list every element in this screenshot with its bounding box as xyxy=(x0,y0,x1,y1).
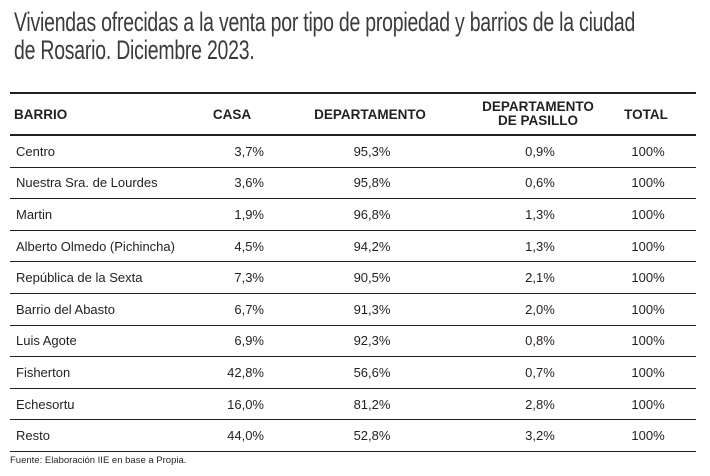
cell-pasillo: 0,6% xyxy=(525,175,555,191)
cell-total: 100% xyxy=(631,364,665,380)
table-row: República de la Sexta 7,3% 90,5% 2,1% 100% xyxy=(10,262,696,294)
cell-departamento: 96,8% xyxy=(353,206,391,222)
cell-pasillo: 3,2% xyxy=(525,428,555,444)
title-line-1: Viviendas ofrecidas a la venta por tipo … xyxy=(14,7,636,37)
cell-departamento: 90,5% xyxy=(353,270,391,286)
cell-pasillo: 1,3% xyxy=(525,206,555,222)
cell-casa: 6,9% xyxy=(234,333,264,349)
cell-pasillo: 2,1% xyxy=(525,270,555,286)
cell-departamento: 95,8% xyxy=(353,175,391,191)
cell-barrio: Alberto Olmedo (Pichincha) xyxy=(16,238,175,254)
header-pasillo-line-1: DEPARTAMENTO xyxy=(482,99,594,114)
data-table: BARRIO CASA DEPARTAMENTO DEPARTAMENTO DE… xyxy=(10,92,696,452)
cell-total: 100% xyxy=(631,238,665,254)
cell-casa: 6,7% xyxy=(234,301,264,317)
cell-casa: 7,3% xyxy=(234,270,264,286)
cell-departamento: 56,6% xyxy=(353,364,391,380)
table-body: Centro 3,7% 95,3% 0,9% 100% Nuestra Sra. de L… xyxy=(10,136,696,452)
table-row: Fisherton 42,8% 56,6% 0,7% 100% xyxy=(10,357,696,389)
cell-barrio: Nuestra Sra. de Lourdes xyxy=(16,175,158,191)
cell-pasillo: 2,0% xyxy=(525,301,555,317)
cell-total: 100% xyxy=(631,333,665,349)
header-departamento-de-pasillo: DEPARTAMENTO DE PASILLO xyxy=(478,100,598,128)
table-row: Martin 1,9% 96,8% 1,3% 100% xyxy=(10,199,696,231)
cell-departamento: 52,8% xyxy=(353,428,391,444)
cell-barrio: Barrio del Abasto xyxy=(16,301,116,317)
cell-casa: 44,0% xyxy=(227,428,264,444)
cell-total: 100% xyxy=(631,396,665,412)
table-title: Viviendas ofrecidas a la venta por tipo … xyxy=(14,8,691,64)
cell-total: 100% xyxy=(631,301,665,317)
table-row: Resto 44,0% 52,8% 3,2% 100% xyxy=(10,420,696,452)
source-note: Fuente: Elaboración IIE en base a Propia… xyxy=(10,455,187,466)
cell-barrio: Fisherton xyxy=(16,364,71,380)
cell-pasillo: 0,8% xyxy=(525,333,555,349)
table-row: Alberto Olmedo (Pichincha) 4,5% 94,2% 1,3% 1… xyxy=(10,231,696,263)
cell-departamento: 95,3% xyxy=(353,143,391,159)
cell-departamento: 92,3% xyxy=(353,333,391,349)
title-line-2: de Rosario. Diciembre 2023. xyxy=(14,35,255,65)
cell-total: 100% xyxy=(631,175,665,191)
cell-barrio: Luis Agote xyxy=(16,333,77,349)
cell-total: 100% xyxy=(631,143,665,159)
cell-barrio: Martin xyxy=(16,206,53,222)
cell-departamento: 94,2% xyxy=(353,238,391,254)
table-row: Echesortu 16,0% 81,2% 2,8% 100% xyxy=(10,389,696,421)
cell-barrio: República de la Sexta xyxy=(16,270,143,286)
cell-casa: 42,8% xyxy=(227,364,264,380)
cell-pasillo: 0,7% xyxy=(525,364,555,380)
header-pasillo-line-2: DE PASILLO xyxy=(497,113,578,128)
cell-pasillo: 0,9% xyxy=(525,143,555,159)
cell-barrio: Resto xyxy=(16,428,50,444)
cell-casa: 3,7% xyxy=(234,143,264,159)
table-row: Luis Agote 6,9% 92,3% 0,8% 100% xyxy=(10,326,696,358)
cell-barrio: Centro xyxy=(16,143,56,159)
table-row: Nuestra Sra. de Lourdes 3,6% 95,8% 0,6% 100% xyxy=(10,168,696,200)
cell-casa: 4,5% xyxy=(234,238,264,254)
cell-barrio: Echesortu xyxy=(16,396,75,412)
cell-departamento: 81,2% xyxy=(353,396,391,412)
cell-total: 100% xyxy=(631,206,665,222)
cell-casa: 3,6% xyxy=(234,175,264,191)
header-total: TOTAL xyxy=(624,106,668,122)
cell-pasillo: 2,8% xyxy=(525,396,555,412)
cell-pasillo: 1,3% xyxy=(525,238,555,254)
cell-casa: 1,9% xyxy=(234,206,264,222)
header-casa: CASA xyxy=(212,106,252,122)
cell-total: 100% xyxy=(631,428,665,444)
table-header-row: BARRIO CASA DEPARTAMENTO DEPARTAMENTO DE… xyxy=(10,94,696,136)
header-barrio: BARRIO xyxy=(14,106,68,122)
table-row: Barrio del Abasto 6,7% 91,3% 2,0% 100% xyxy=(10,294,696,326)
cell-departamento: 91,3% xyxy=(353,301,391,317)
table-row: Centro 3,7% 95,3% 0,9% 100% xyxy=(10,136,696,168)
cell-casa: 16,0% xyxy=(227,396,264,412)
header-departamento: DEPARTAMENTO xyxy=(314,106,426,122)
cell-total: 100% xyxy=(631,270,665,286)
